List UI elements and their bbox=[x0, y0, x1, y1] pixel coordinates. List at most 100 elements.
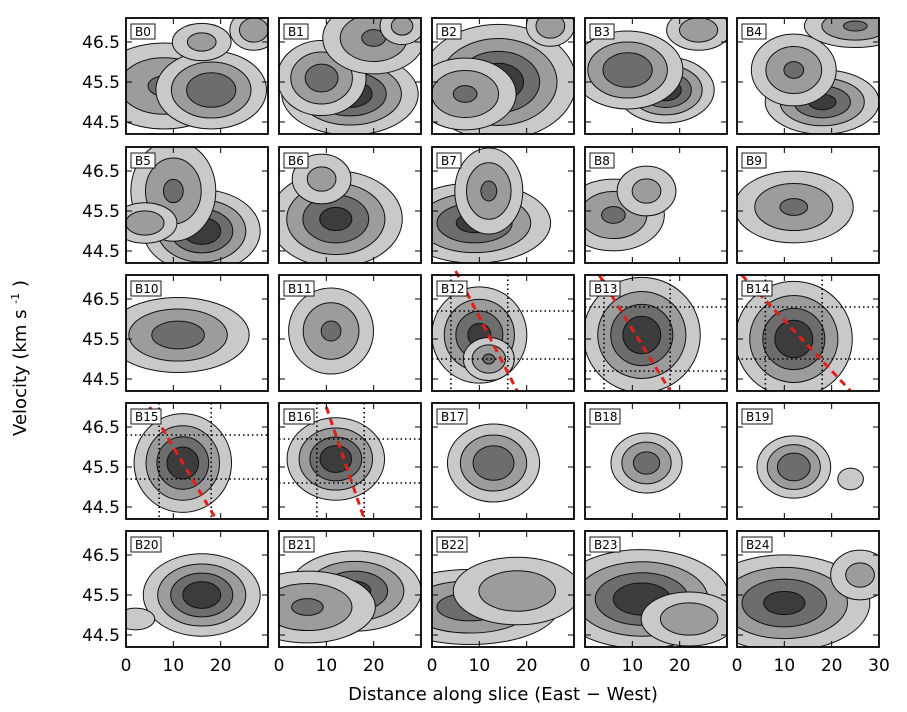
panel-label-box bbox=[436, 280, 468, 297]
panel-frame bbox=[125, 274, 269, 392]
contour-level-3 bbox=[480, 180, 498, 202]
contour-level-1 bbox=[837, 467, 864, 491]
panel-label: B12 bbox=[441, 282, 465, 296]
panel-label-box bbox=[589, 280, 621, 297]
panel-label: B1 bbox=[288, 25, 304, 39]
contour-level-3 bbox=[482, 353, 496, 365]
contour-level-2 bbox=[659, 602, 719, 636]
contour-level-4 bbox=[622, 315, 662, 355]
contour-group bbox=[432, 18, 574, 134]
contour-level-3 bbox=[320, 320, 342, 342]
panel-b16: B16 bbox=[278, 402, 422, 520]
velocity-gradient-trace bbox=[148, 406, 218, 520]
panel-frame bbox=[431, 17, 575, 135]
contour-level-3 bbox=[776, 452, 811, 482]
panel-label: B19 bbox=[746, 410, 770, 424]
contour-level-2 bbox=[126, 210, 165, 236]
contour-level-3 bbox=[452, 85, 478, 103]
y-tick-label: 45.5 bbox=[82, 586, 120, 606]
y-tick-label: 44.5 bbox=[82, 113, 120, 133]
panel-label: B4 bbox=[746, 25, 762, 39]
x-tick-label: 30 bbox=[868, 656, 890, 676]
panel-label-box bbox=[741, 408, 773, 425]
contour-group bbox=[737, 549, 879, 647]
contour-level-3 bbox=[151, 320, 205, 350]
panel-frame bbox=[431, 274, 575, 392]
contour-level-3 bbox=[472, 445, 515, 481]
x-tick-label: 0 bbox=[121, 656, 132, 676]
panel-label: B2 bbox=[441, 25, 457, 39]
panel-b20: B20 bbox=[125, 530, 269, 648]
y-tick-label: 44.5 bbox=[82, 370, 120, 390]
panel-label-box bbox=[741, 536, 773, 553]
panel-label-box bbox=[436, 536, 468, 553]
contour-group bbox=[432, 556, 574, 646]
contour-level-2 bbox=[390, 18, 414, 36]
panel-b12: B12 bbox=[431, 270, 575, 392]
x-tick-label: 20 bbox=[669, 656, 691, 676]
contour-level-3 bbox=[602, 52, 653, 88]
contour-level-2 bbox=[306, 166, 337, 192]
panel-label: B13 bbox=[594, 282, 618, 296]
panel-label: B5 bbox=[135, 154, 151, 168]
panel-label: B17 bbox=[441, 410, 465, 424]
panel-frame bbox=[125, 146, 269, 264]
panel-label: B10 bbox=[135, 282, 159, 296]
contour-group bbox=[585, 18, 727, 124]
contour-level-3 bbox=[842, 20, 868, 32]
panel-b3: B3 bbox=[584, 17, 728, 135]
contour-level-3 bbox=[162, 178, 184, 204]
panel-b1: B1 bbox=[278, 17, 422, 135]
y-tick-label: 45.5 bbox=[82, 330, 120, 350]
panel-b7: B7 bbox=[431, 146, 575, 264]
panel-frame bbox=[584, 402, 728, 520]
panel-label: B24 bbox=[746, 538, 770, 552]
x-tick-label: 10 bbox=[316, 656, 338, 676]
y-tick-label: 44.5 bbox=[82, 498, 120, 518]
panel-label-box bbox=[283, 280, 315, 297]
y-axis-title-close: ) bbox=[10, 280, 31, 287]
panel-label-box bbox=[283, 152, 309, 169]
panel-label-box bbox=[741, 23, 767, 40]
y-axis-title-superscript: -1 bbox=[9, 293, 22, 304]
x-tick-label: 0 bbox=[427, 656, 438, 676]
panel-label-box bbox=[589, 23, 615, 40]
contour-level-2 bbox=[238, 18, 268, 43]
contour-level-3 bbox=[304, 63, 339, 93]
panel-label: B6 bbox=[288, 154, 304, 168]
contour-level-2 bbox=[535, 18, 566, 39]
panel-frame bbox=[125, 17, 269, 135]
panel-label-box bbox=[283, 536, 315, 553]
y-axis-title-main: Velocity (km s bbox=[10, 310, 31, 436]
panel-b15: B15 bbox=[125, 402, 269, 520]
panel-frame bbox=[736, 402, 880, 520]
panel-label: B20 bbox=[135, 538, 159, 552]
contour-level-2 bbox=[186, 32, 217, 52]
contour-level-1 bbox=[126, 607, 156, 631]
panel-b5: B5 bbox=[125, 146, 269, 264]
panel-b19: B19 bbox=[736, 402, 880, 520]
panel-label: B3 bbox=[594, 25, 610, 39]
x-tick-label: 10 bbox=[469, 656, 491, 676]
panel-frame bbox=[278, 146, 422, 264]
panel-label: B9 bbox=[746, 154, 762, 168]
panel-label-box bbox=[741, 280, 773, 297]
x-tick-label: 0 bbox=[580, 656, 591, 676]
panel-frame bbox=[736, 274, 880, 392]
x-tick-label: 20 bbox=[363, 656, 385, 676]
velocity-gradient-trace bbox=[454, 270, 519, 392]
contour-level-4 bbox=[319, 206, 353, 232]
y-tick-label: 46.5 bbox=[82, 33, 120, 53]
contour-group bbox=[279, 550, 421, 644]
panel-b21: B21 bbox=[278, 530, 422, 648]
contour-level-2 bbox=[678, 18, 719, 43]
y-tick-label: 46.5 bbox=[82, 546, 120, 566]
x-tick-label: 10 bbox=[622, 656, 644, 676]
panel-b22: B22 bbox=[431, 530, 575, 648]
panel-b24: B24 bbox=[736, 530, 880, 648]
y-tick-label: 46.5 bbox=[82, 290, 120, 310]
panel-frame bbox=[431, 402, 575, 520]
x-tick-label: 10 bbox=[774, 656, 796, 676]
contour-group bbox=[737, 170, 854, 244]
